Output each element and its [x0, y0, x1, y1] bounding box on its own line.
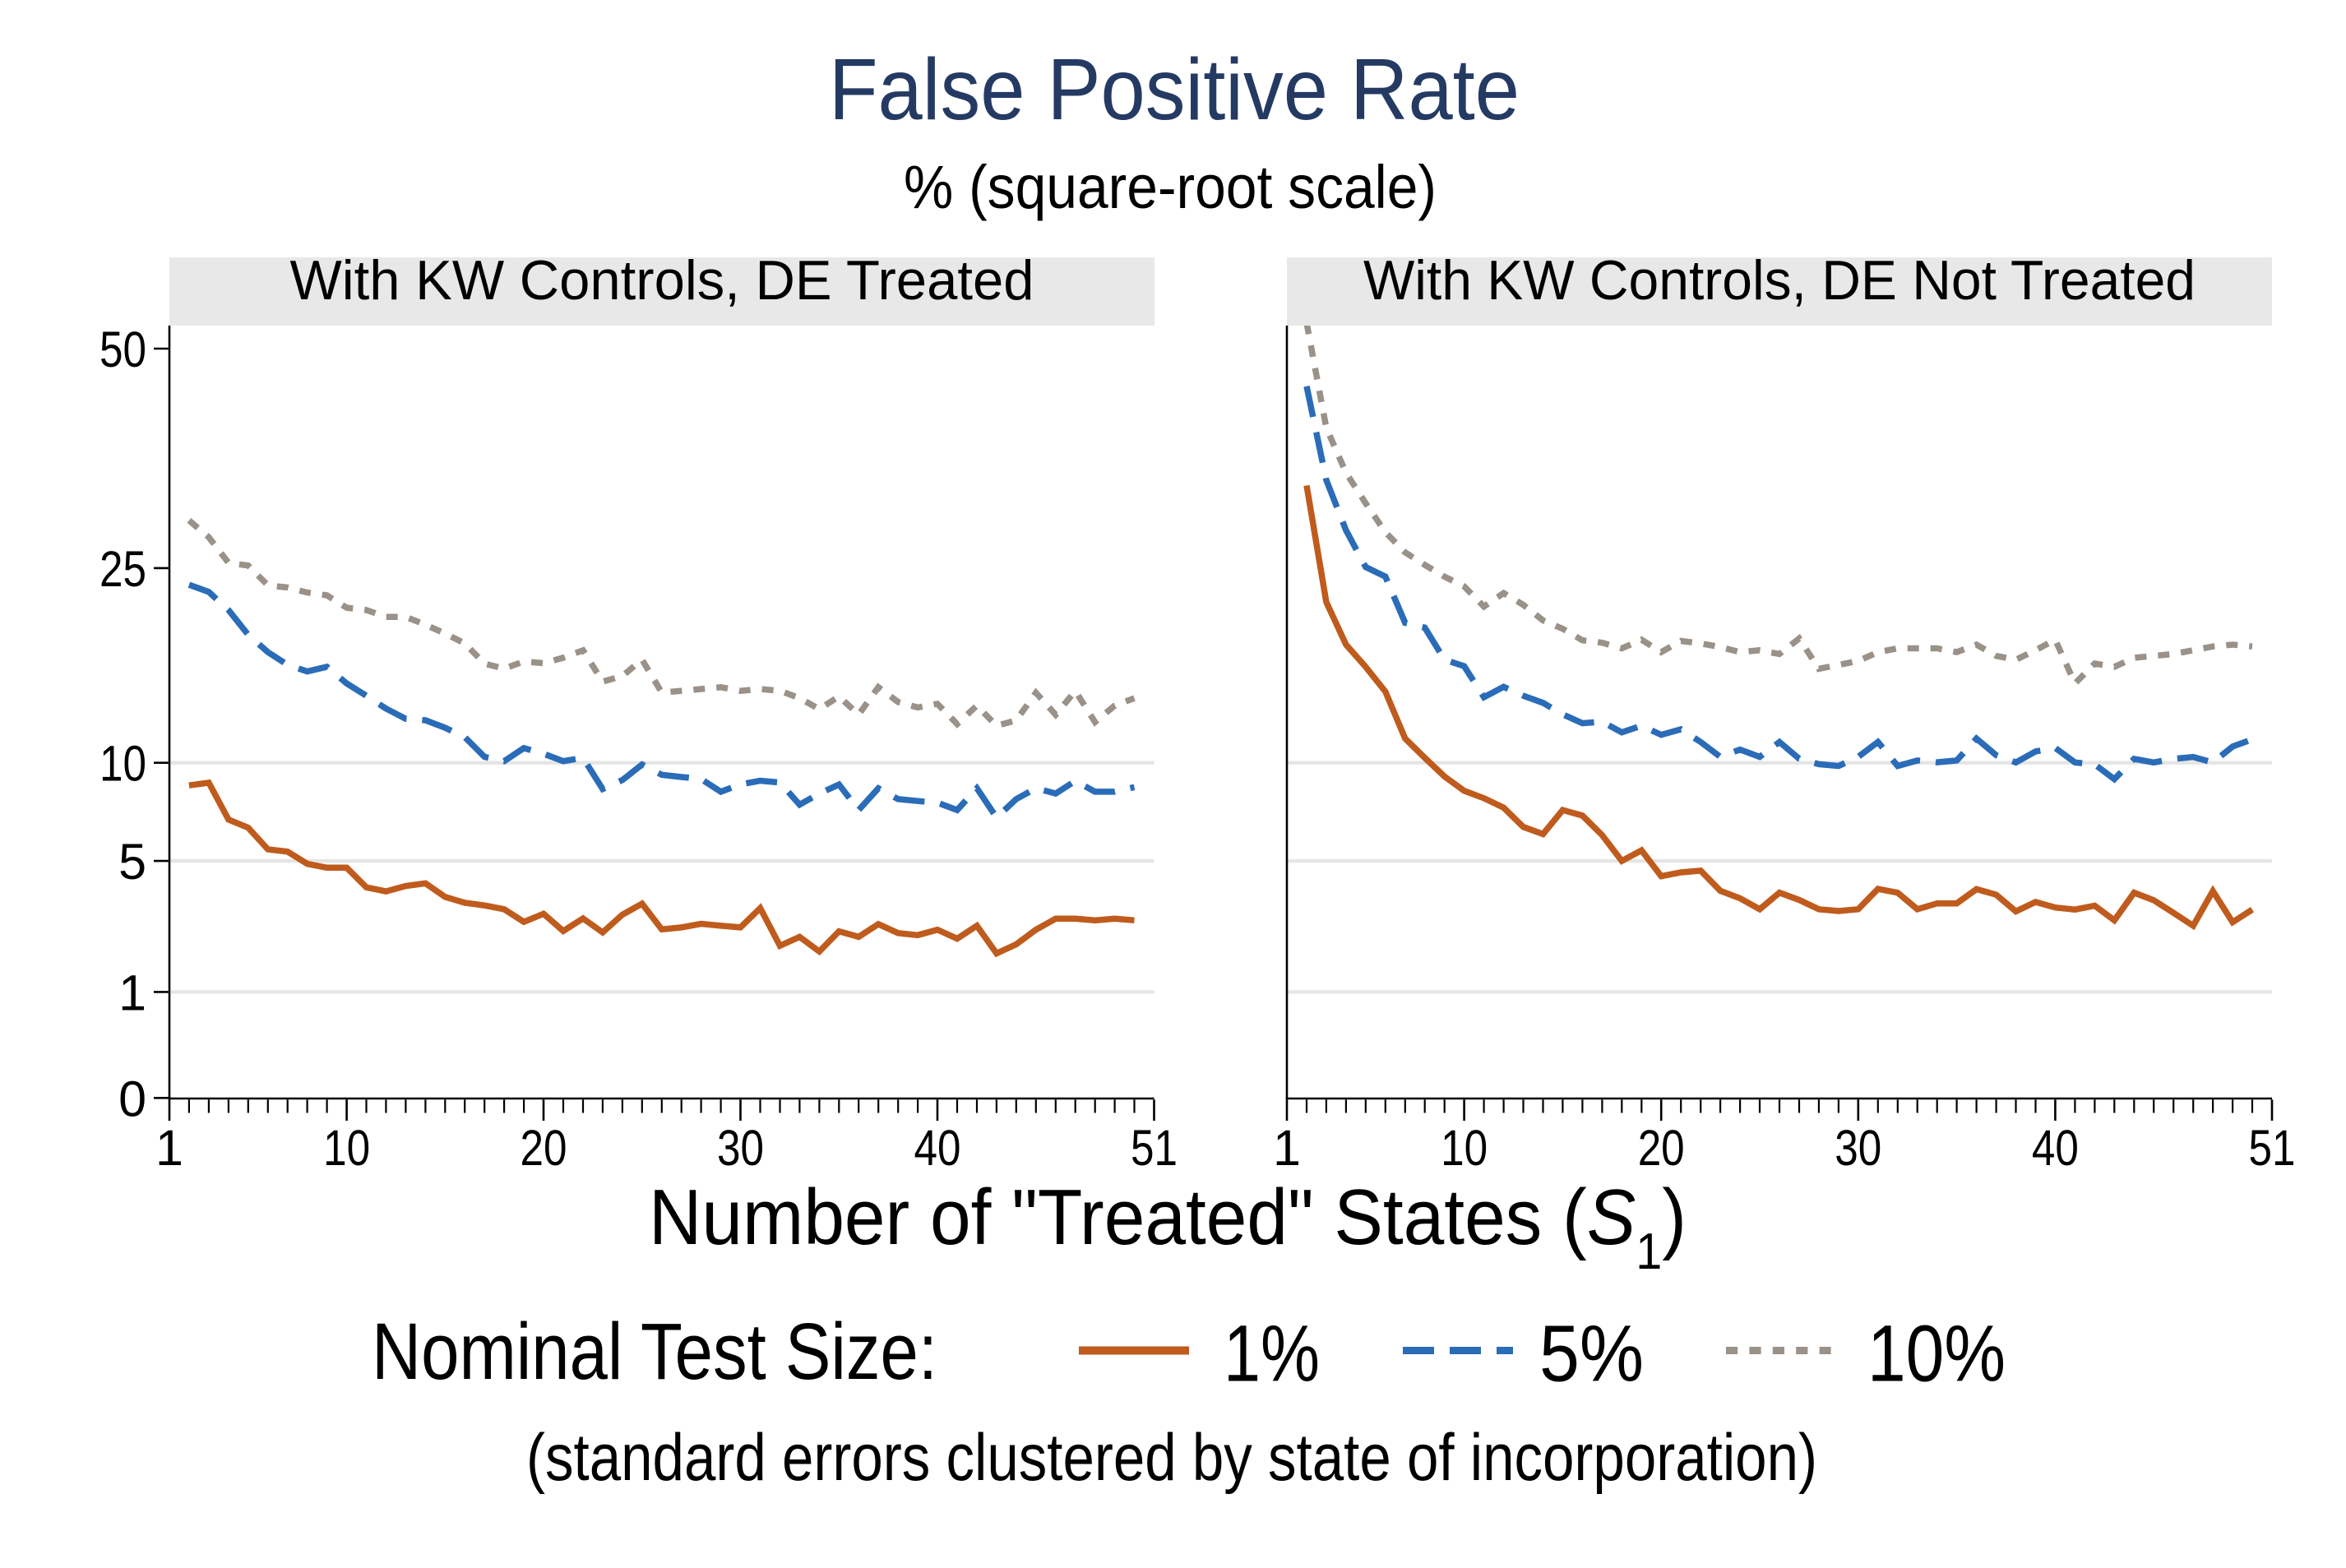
svg-text:30: 30 — [1835, 1120, 1881, 1176]
svg-text:30: 30 — [717, 1120, 764, 1176]
svg-text:1%: 1% — [1224, 1309, 1320, 1399]
svg-text:0: 0 — [118, 1071, 146, 1126]
svg-text:10: 10 — [323, 1120, 370, 1176]
svg-text:(standard errors clustered by: (standard errors clustered by state of i… — [526, 1421, 1817, 1495]
svg-text:1: 1 — [118, 964, 146, 1020]
svg-text:25: 25 — [99, 541, 146, 597]
svg-text:51: 51 — [1131, 1120, 1178, 1176]
svg-text:False Positive Rate: False Positive Rate — [829, 41, 1520, 138]
svg-text:10%: 10% — [1867, 1309, 2006, 1399]
svg-text:20: 20 — [1638, 1120, 1685, 1176]
svg-text:% (square-root scale): % (square-root scale) — [904, 153, 1437, 221]
svg-text:With KW Controls, DE Treated: With KW Controls, DE Treated — [290, 249, 1034, 312]
svg-text:With KW Controls, DE Not Treat: With KW Controls, DE Not Treated — [1363, 249, 2196, 312]
svg-text:20: 20 — [521, 1120, 567, 1176]
svg-text:40: 40 — [914, 1120, 961, 1176]
svg-text:Nominal Test Size:: Nominal Test Size: — [372, 1307, 937, 1396]
svg-text:10: 10 — [1441, 1120, 1488, 1176]
svg-text:1: 1 — [1273, 1120, 1301, 1176]
svg-text:1: 1 — [155, 1120, 183, 1176]
svg-text:50: 50 — [99, 321, 146, 377]
svg-text:51: 51 — [2249, 1120, 2296, 1176]
svg-text:5%: 5% — [1539, 1309, 1644, 1399]
svg-text:40: 40 — [2032, 1120, 2079, 1176]
svg-text:5: 5 — [118, 834, 146, 890]
svg-text:10: 10 — [99, 736, 146, 792]
